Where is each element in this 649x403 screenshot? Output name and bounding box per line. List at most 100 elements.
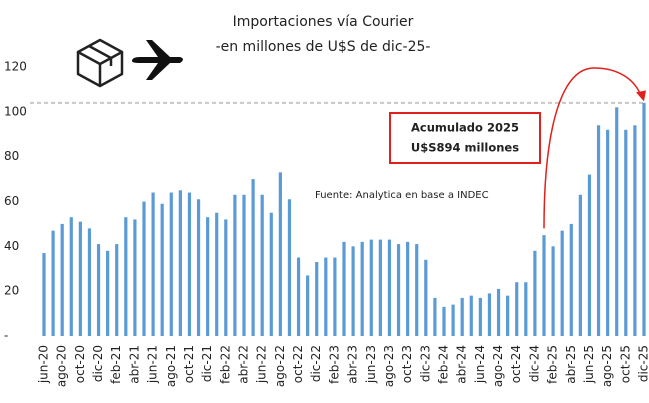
- annotation-box: [389, 112, 541, 164]
- box-icon: [76, 38, 124, 88]
- x-tick-label: jun-24: [473, 345, 487, 384]
- x-tick-label: abr-24: [455, 345, 469, 384]
- x-tick-label: ago-25: [600, 345, 614, 387]
- bar: [151, 192, 155, 336]
- annotation-text: U$S894 millones: [411, 141, 519, 155]
- x-tick-label: oct-25: [618, 345, 632, 383]
- bar: [551, 246, 555, 336]
- bar: [242, 194, 246, 336]
- x-tick-label: abr-23: [346, 345, 360, 384]
- bar: [133, 219, 137, 336]
- x-tick-label: ago-21: [164, 345, 178, 387]
- x-tick-label: jun-22: [255, 345, 269, 384]
- bar: [196, 199, 201, 336]
- x-tick-label: oct-24: [509, 345, 523, 383]
- bar: [569, 223, 573, 336]
- bar: [451, 304, 455, 336]
- bar: [78, 221, 82, 336]
- bar: [306, 275, 310, 336]
- bar: [142, 201, 146, 336]
- bar: [624, 129, 628, 336]
- bar: [333, 257, 337, 336]
- bar: [342, 241, 346, 336]
- bar: [606, 129, 610, 336]
- x-tick-label: oct-23: [400, 345, 414, 383]
- bar: [360, 241, 364, 336]
- x-tick-label: jun-21: [146, 345, 160, 384]
- x-tick-label: dic-24: [527, 345, 541, 382]
- bar: [42, 253, 46, 336]
- x-tick-label: ago-22: [273, 345, 287, 387]
- x-tick-label: feb-21: [109, 345, 123, 384]
- bar: [187, 192, 192, 336]
- arrow-head: [636, 90, 646, 102]
- bar: [515, 282, 519, 336]
- x-tick-label: dic-22: [309, 345, 323, 382]
- x-tick-label: dic-21: [200, 345, 214, 382]
- y-tick-label: 120: [4, 60, 27, 74]
- x-tick-label: ago-20: [55, 345, 69, 387]
- bar: [424, 259, 428, 336]
- bar: [269, 212, 273, 336]
- bar: [396, 244, 401, 336]
- plane-icon: [132, 40, 183, 80]
- annotation-text: Acumulado 2025: [411, 121, 519, 135]
- bar: [287, 199, 292, 336]
- bar: [296, 257, 301, 336]
- x-tick-label: oct-22: [291, 345, 305, 383]
- source-note: Fuente: Analytica en base a INDEC: [315, 190, 489, 201]
- bar: [87, 228, 92, 336]
- bar: [633, 125, 637, 337]
- bar: [278, 172, 282, 336]
- bar: [206, 217, 210, 336]
- x-tick-label: dic-25: [637, 345, 649, 382]
- x-tick-label: ago-24: [491, 345, 505, 387]
- bar: [96, 244, 101, 336]
- bar: [315, 262, 319, 336]
- bar: [578, 194, 582, 336]
- bar: [260, 194, 264, 336]
- x-tick-label: feb-25: [546, 345, 560, 384]
- x-tick-label: abr-22: [237, 345, 251, 384]
- bar: [387, 239, 392, 336]
- bar: [324, 257, 328, 336]
- bar: [251, 179, 255, 336]
- bar: [115, 244, 119, 336]
- bar: [406, 241, 410, 336]
- bar: [587, 174, 592, 336]
- arrow: [543, 67, 643, 229]
- bar: [415, 244, 419, 336]
- bar: [178, 190, 182, 336]
- y-tick-label: -: [4, 329, 8, 343]
- bar: [51, 230, 55, 336]
- bar: [169, 192, 173, 336]
- bar: [460, 297, 464, 336]
- bar: [478, 297, 482, 336]
- x-tick-label: feb-24: [437, 345, 451, 384]
- y-tick-label: 20: [4, 284, 19, 298]
- bar: [433, 297, 437, 336]
- bar: [124, 217, 128, 336]
- bar: [496, 288, 501, 336]
- bar: [351, 246, 355, 336]
- bar: [596, 125, 601, 337]
- y-tick-label: 60: [4, 194, 19, 208]
- bar: [560, 230, 564, 336]
- x-tick-label: feb-23: [327, 345, 341, 384]
- bar: [487, 293, 492, 336]
- bar: [106, 250, 110, 336]
- chart-subtitle: -en millones de U$S de dic-25-: [216, 39, 431, 55]
- x-tick-label: abr-25: [564, 345, 578, 384]
- bar: [442, 306, 446, 336]
- bar: [233, 194, 237, 336]
- x-tick-label: jun-20: [37, 345, 51, 384]
- x-tick-label: jun-25: [582, 345, 596, 384]
- x-tick-label: dic-20: [91, 345, 105, 382]
- bar: [542, 235, 546, 336]
- bar: [215, 212, 219, 336]
- x-tick-label: oct-20: [73, 345, 87, 383]
- bar: [524, 282, 528, 336]
- bar: [369, 239, 373, 336]
- bar: [506, 295, 510, 336]
